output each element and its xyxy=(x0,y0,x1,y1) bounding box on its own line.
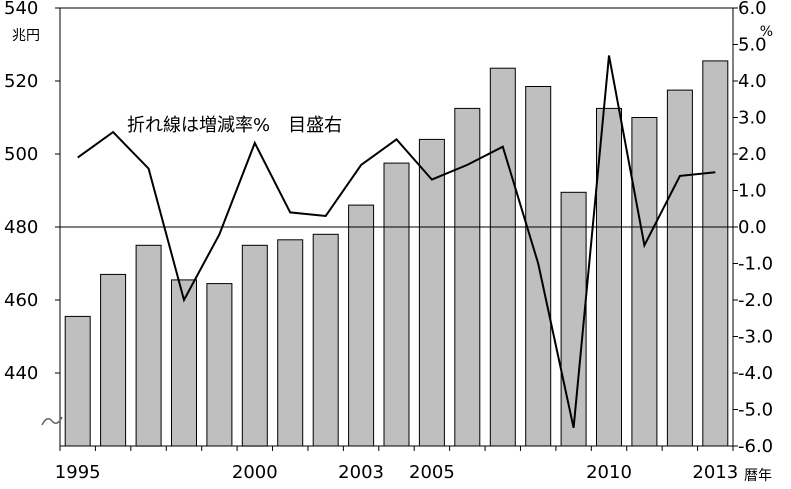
labels-layer: 兆円 % 折れ線は増減率% 目盛右 暦年 xyxy=(12,24,773,484)
axis-break-mark xyxy=(41,416,63,426)
right-tick-label: -1.0 xyxy=(738,254,773,275)
right-tick-label: 1.0 xyxy=(738,181,767,202)
bar-2000 xyxy=(241,244,268,447)
right-tick-label: -5.0 xyxy=(738,400,773,421)
x-tick-label: 2013 xyxy=(692,462,738,483)
axes-layer: 440 460 480 500 520 540 -6.0 -5.0 -4.0 -3.0 -2.0 -1… xyxy=(4,0,773,483)
left-tick-label: 480 xyxy=(4,217,38,238)
right-tick-label: 0.0 xyxy=(738,217,767,238)
bar-2002 xyxy=(312,233,339,447)
bars-layer xyxy=(64,60,729,447)
right-tick-label: 3.0 xyxy=(738,108,767,129)
bar-2009 xyxy=(560,191,587,447)
x-tick-label: 2005 xyxy=(409,462,455,483)
bar-2005 xyxy=(418,138,445,447)
bar-2004 xyxy=(383,162,410,447)
right-tick-label: 5.0 xyxy=(738,35,767,56)
x-tick-label: 2000 xyxy=(232,462,278,483)
right-tick-label: -3.0 xyxy=(738,327,773,348)
x-tick-label: 2010 xyxy=(586,462,632,483)
left-tick-label: 540 xyxy=(4,0,38,19)
line-layer xyxy=(77,55,716,429)
right-tick-label: -2.0 xyxy=(738,290,773,311)
bar-1995 xyxy=(64,315,91,447)
x-tick-label: 2003 xyxy=(338,462,384,483)
bar-1997 xyxy=(135,244,162,447)
bar-2008 xyxy=(525,86,552,447)
bar-2013 xyxy=(702,60,729,447)
annotation-text: 折れ線は増減率% 目盛右 xyxy=(127,115,342,136)
right-tick-label: -4.0 xyxy=(738,363,773,384)
right-tick-label: 4.0 xyxy=(738,71,767,92)
bar-2011 xyxy=(631,117,658,447)
bar-2006 xyxy=(454,107,481,447)
left-tick-label: 520 xyxy=(4,71,38,92)
bar-2010 xyxy=(596,107,622,447)
bar-1999 xyxy=(206,283,233,447)
right-tick-label: -6.0 xyxy=(738,436,773,457)
bar-1996 xyxy=(100,273,127,447)
growth-rate-line xyxy=(77,55,716,429)
bar-2001 xyxy=(277,239,304,447)
right-tick-label: 6.0 xyxy=(738,0,767,19)
x-axis-label: 暦年 xyxy=(744,468,772,484)
left-tick-label: 460 xyxy=(4,290,38,311)
x-tick-label: 1995 xyxy=(55,462,101,483)
right-axis-unit: % xyxy=(760,24,773,40)
left-axis-unit: 兆円 xyxy=(12,28,40,44)
left-tick-label: 440 xyxy=(4,363,38,384)
bar-2007 xyxy=(489,67,516,447)
left-tick-label: 500 xyxy=(4,144,38,165)
bar-2003 xyxy=(348,204,375,447)
bar-2012 xyxy=(666,89,693,447)
bar-1998 xyxy=(171,279,197,447)
right-tick-label: 2.0 xyxy=(738,144,767,165)
